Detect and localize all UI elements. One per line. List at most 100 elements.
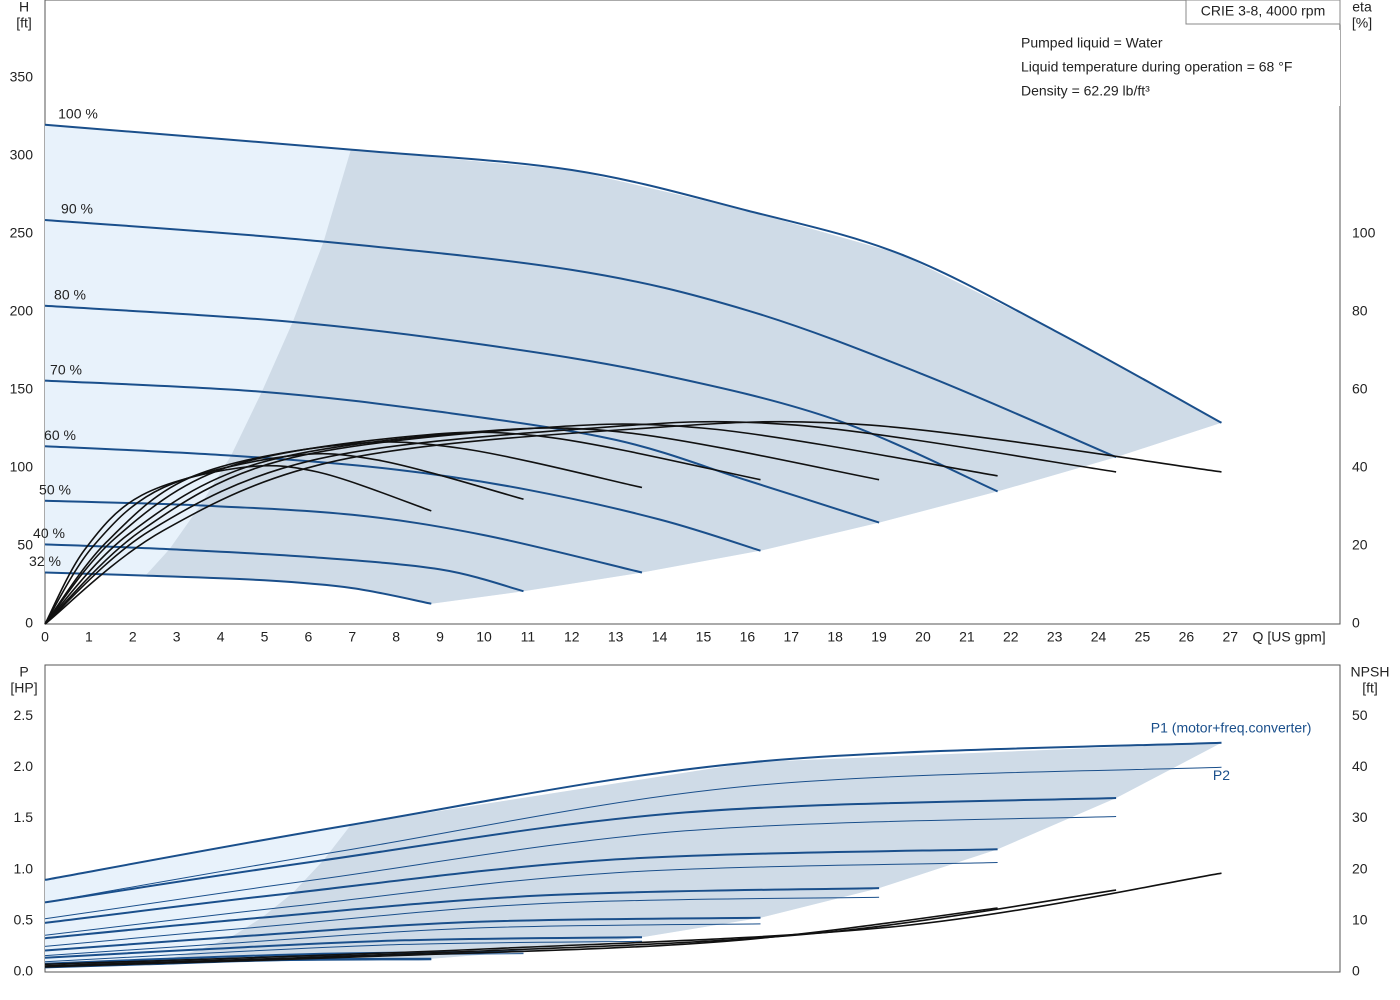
y2-tick-label: 10 — [1352, 912, 1368, 928]
info-line: Liquid temperature during operation = 68… — [1021, 59, 1292, 75]
speed-label: 50 % — [39, 481, 71, 497]
secondary-curve — [44, 431, 761, 625]
speed-label: 70 % — [50, 361, 82, 377]
speed-label: 80 % — [54, 286, 86, 302]
title-box — [1185, 0, 1341, 25]
x-tick-label: 1 — [85, 629, 93, 645]
y-tick-label: 2.0 — [14, 758, 34, 774]
x-tick-label: 3 — [173, 629, 181, 645]
x-tick-label: 8 — [392, 629, 400, 645]
x-tick-label: 25 — [1135, 629, 1151, 645]
curve-layer — [44, 123, 1222, 969]
curve — [44, 766, 1222, 903]
series-label: P1 (motor+freq.converter) — [1151, 719, 1312, 735]
speed-label: 40 % — [33, 525, 65, 541]
y2-axis-unit: [ft] — [1362, 680, 1378, 696]
curve — [44, 936, 643, 959]
y-tick-label: 250 — [10, 225, 34, 241]
x-tick-label: 21 — [959, 629, 975, 645]
x-tick-label: 18 — [827, 629, 843, 645]
speed-label: 32 % — [29, 553, 61, 569]
x-tick-label: 27 — [1222, 629, 1238, 645]
secondary-curve — [44, 420, 1222, 625]
x-axis-label: Q [US gpm] — [1253, 629, 1326, 645]
y2-tick-label: 100 — [1352, 225, 1376, 241]
info-box — [1012, 30, 1340, 106]
x-tick-label: 5 — [261, 629, 269, 645]
x-tick-label: 2 — [129, 629, 137, 645]
curve — [44, 887, 880, 940]
y-axis-label: P — [19, 664, 28, 680]
y-axis-label: H — [19, 0, 29, 15]
operating-area — [145, 742, 1222, 963]
y2-tick-label: 20 — [1352, 860, 1368, 876]
text-layer: 0 1 2 3 4 5 6 7 8 9 10 11 12 13 14 15 16 17 18 19 20 21 22 23 24… — [10, 0, 1390, 979]
x-tick-label: 24 — [1091, 629, 1107, 645]
y-tick-label: 100 — [10, 459, 34, 475]
y2-tick-label: 80 — [1352, 303, 1368, 319]
y2-axis-label: NPSH — [1351, 664, 1390, 680]
curve — [44, 499, 643, 574]
x-tick-label: 15 — [696, 629, 712, 645]
curve — [44, 379, 880, 524]
y2-tick-label: 30 — [1352, 809, 1368, 825]
y-tick-label: 50 — [17, 537, 33, 553]
x-tick-label: 9 — [436, 629, 444, 645]
y2-tick-label: 20 — [1352, 537, 1368, 553]
y-tick-label: 350 — [10, 69, 34, 85]
y2-tick-label: 40 — [1352, 459, 1368, 475]
y-tick-label: 0.0 — [14, 963, 34, 979]
curve — [44, 797, 1117, 904]
x-tick-label: 16 — [740, 629, 756, 645]
y-tick-label: 150 — [10, 381, 34, 397]
secondary-curve — [44, 423, 998, 625]
curve — [44, 848, 998, 924]
secondary-curve — [44, 464, 432, 625]
x-tick-label: 10 — [476, 629, 492, 645]
curve — [44, 940, 643, 963]
y-tick-label: 0 — [25, 615, 33, 631]
secondary-curve — [44, 420, 1117, 625]
secondary-curve — [44, 889, 1117, 967]
curve — [44, 741, 1222, 881]
secondary-curve — [44, 441, 643, 625]
speed-label: 60 % — [44, 427, 76, 443]
y2-tick-label: 60 — [1352, 381, 1368, 397]
x-tick-label: 17 — [783, 629, 799, 645]
x-tick-label: 6 — [304, 629, 312, 645]
y-axis-unit: [ft] — [16, 15, 32, 31]
speed-label: 100 % — [58, 106, 98, 122]
series-label: P2 — [1213, 767, 1230, 783]
y2-axis-unit: [%] — [1352, 15, 1372, 31]
curve — [44, 571, 432, 605]
y2-tick-label: 0 — [1352, 615, 1360, 631]
x-tick-label: 13 — [608, 629, 624, 645]
secondary-curve — [44, 872, 1222, 966]
x-tick-label: 26 — [1179, 629, 1195, 645]
y-tick-label: 1.5 — [14, 809, 34, 825]
curve — [44, 816, 1117, 920]
curve — [44, 304, 999, 493]
x-tick-label: 23 — [1047, 629, 1063, 645]
x-tick-label: 14 — [652, 629, 668, 645]
plot-frame — [44, 664, 1341, 973]
x-tick-label: 20 — [915, 629, 931, 645]
y-tick-label: 1.0 — [14, 860, 34, 876]
y-axis-unit: [HP] — [10, 680, 37, 696]
y-tick-label: 2.5 — [14, 707, 34, 723]
operating-area — [145, 149, 1222, 604]
secondary-curve — [44, 907, 998, 968]
curve — [44, 896, 880, 947]
chart-title: CRIE 3-8, 4000 rpm — [1201, 3, 1326, 19]
y2-tick-label: 40 — [1352, 758, 1368, 774]
curve — [44, 219, 1117, 459]
info-line: Pumped liquid = Water — [1021, 35, 1163, 51]
y2-tick-label: 50 — [1352, 707, 1368, 723]
x-tick-label: 22 — [1003, 629, 1019, 645]
y-tick-label: 300 — [10, 147, 34, 163]
x-tick-label: 4 — [217, 629, 225, 645]
x-tick-label: 11 — [521, 629, 536, 645]
y-tick-label: 200 — [10, 303, 34, 319]
y-tick-label: 0.5 — [14, 912, 34, 928]
